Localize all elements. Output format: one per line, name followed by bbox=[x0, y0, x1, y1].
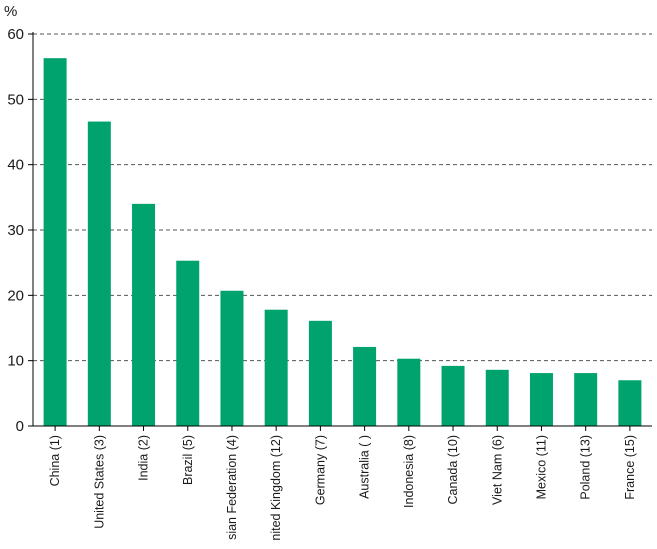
x-tick-label-13: France (15) bbox=[623, 435, 637, 500]
x-tick-label-11: Mexico (11) bbox=[534, 435, 548, 499]
y-tick-label-40: 40 bbox=[7, 157, 24, 174]
bar-2 bbox=[132, 203, 156, 426]
x-tick-label-3: Brazil (5) bbox=[181, 435, 195, 485]
y-axis-unit-label: % bbox=[4, 3, 17, 20]
bar-7 bbox=[353, 346, 377, 426]
bar-0 bbox=[43, 58, 67, 426]
bar-1 bbox=[87, 121, 111, 427]
grid-lines bbox=[33, 33, 652, 362]
bar-8 bbox=[397, 358, 421, 426]
bar-12 bbox=[574, 373, 598, 426]
bar-4 bbox=[220, 290, 244, 426]
y-tick-label-60: 60 bbox=[7, 26, 24, 43]
x-tick-label-6: Germany (7) bbox=[313, 435, 327, 505]
x-tick-label-1: United States (3) bbox=[92, 435, 106, 529]
bar-9 bbox=[441, 365, 465, 426]
x-tick-label-2: India (2) bbox=[137, 435, 151, 481]
x-tick-label-7: Australia ( ) bbox=[358, 435, 372, 499]
y-tick-label-10: 10 bbox=[7, 353, 24, 370]
x-axis: China (1) United States (3) India (2) Brazi… bbox=[33, 425, 652, 541]
x-tick-label-4: sian Federation (4) bbox=[225, 435, 239, 540]
y-tick-label-20: 20 bbox=[7, 287, 24, 304]
bar-13 bbox=[618, 380, 642, 426]
x-tick-label-10: Viet Nam (6) bbox=[490, 435, 504, 505]
x-tick-label-0: China (1) bbox=[48, 435, 62, 486]
y-tick-label-0: 0 bbox=[16, 418, 24, 435]
x-tick-label-9: Canada (10) bbox=[446, 435, 460, 505]
y-tick-label-30: 30 bbox=[7, 222, 24, 239]
x-tick-label-8: Indonesia (8) bbox=[402, 435, 416, 508]
y-tick-label-50: 50 bbox=[7, 91, 24, 108]
y-axis: 0 10 20 30 40 50 60 bbox=[7, 26, 34, 435]
bar-11 bbox=[529, 373, 553, 426]
bar-3 bbox=[176, 260, 200, 426]
x-tick-label-5: nited Kingdom (12) bbox=[269, 435, 283, 541]
x-tick-label-12: Poland (13) bbox=[579, 435, 593, 500]
bar-6 bbox=[308, 320, 332, 426]
bar-5 bbox=[264, 309, 288, 426]
bar-10 bbox=[485, 369, 509, 426]
bars bbox=[43, 58, 642, 427]
